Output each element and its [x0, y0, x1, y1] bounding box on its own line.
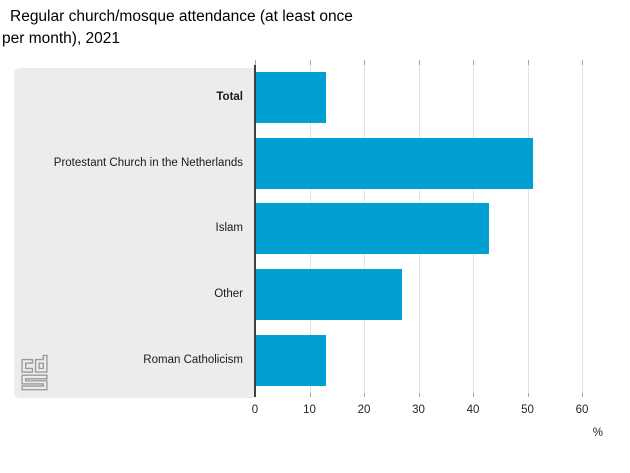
- x-tick-mark-bottom: [473, 393, 474, 397]
- category-label-islam: Islam: [215, 222, 243, 235]
- y-axis-line: [254, 65, 256, 397]
- x-tick-label-20: 20: [357, 404, 371, 416]
- x-tick-mark-bottom: [527, 393, 529, 397]
- x-tick-mark-top: [582, 60, 583, 65]
- gridline-50: [527, 65, 529, 393]
- bar-row-islam: [255, 196, 615, 262]
- x-tick-label-40: 40: [466, 404, 480, 416]
- bar-protestant-church-in-the-netherlands: [255, 137, 533, 189]
- x-axis-unit-label: %: [592, 427, 603, 439]
- x-axis-tick-labels: 0 10 20 30 40 50 60: [252, 404, 615, 418]
- x-tick-mark-top: [418, 60, 420, 65]
- gridline-60: [582, 65, 583, 393]
- x-tick-label-10: 10: [303, 404, 316, 416]
- cbs-logo-letter-s: [21, 374, 48, 391]
- cbs-logo-letter-c: [21, 358, 34, 373]
- x-tick-label-60: 60: [575, 404, 589, 416]
- cbs-logo: [21, 354, 48, 391]
- bar-other: [255, 269, 403, 321]
- plot-area: [255, 60, 615, 397]
- bar-row-protestant-church-in-the-netherlands: [255, 131, 615, 197]
- chart-title: Regular church/mosque attendance (at lea…: [2, 8, 353, 47]
- x-tick-label-30: 30: [412, 404, 425, 416]
- x-tick-mark-bottom: [418, 393, 420, 397]
- x-tick-label-50: 50: [521, 404, 534, 416]
- bar-row-total: [255, 65, 615, 131]
- category-label-roman-catholicism: Roman Catholicism: [143, 353, 243, 366]
- cbs-logo-letter-b: [34, 354, 48, 373]
- category-labels: Total Protestant Church in the Netherland…: [14, 65, 243, 393]
- category-label-protestant-church-in-the-netherlands: Protestant Church in the Netherlands: [53, 156, 243, 169]
- category-label-other: Other: [214, 288, 243, 301]
- bar-islam: [255, 203, 490, 255]
- x-tick-mark-top: [364, 60, 365, 65]
- bar-roman-catholicism: [255, 334, 326, 386]
- bar-total: [255, 72, 326, 124]
- category-label-total: Total: [216, 91, 243, 104]
- x-tick-mark-bottom: [364, 393, 365, 397]
- bar-row-other: [255, 262, 615, 328]
- x-tick-mark-top: [473, 60, 474, 65]
- cbs-logo-letter-b-counter: [38, 362, 45, 370]
- x-tick-mark-top: [309, 60, 311, 65]
- category-panel: [14, 68, 255, 398]
- x-tick-mark-bottom: [309, 393, 311, 397]
- x-tick-mark-top: [527, 60, 529, 65]
- x-tick-mark-top: [255, 60, 256, 65]
- x-tick-mark-bottom: [582, 393, 583, 397]
- x-tick-label-0: 0: [251, 404, 259, 416]
- bar-row-roman-catholicism: [255, 327, 615, 393]
